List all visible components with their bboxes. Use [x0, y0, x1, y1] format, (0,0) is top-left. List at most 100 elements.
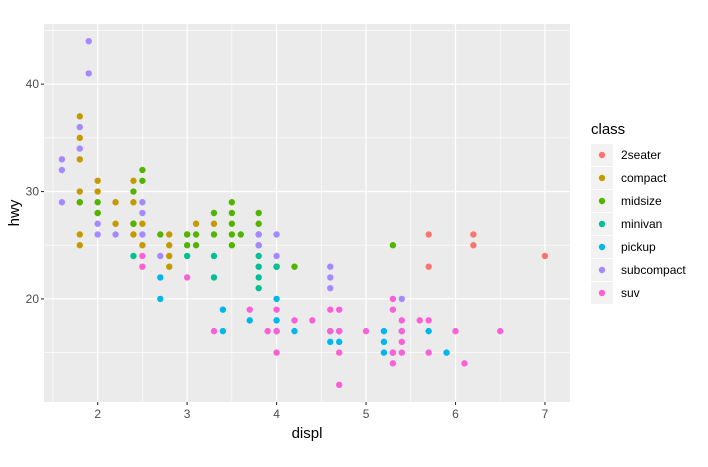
x-tick-label: 3	[184, 407, 191, 421]
data-point	[309, 317, 316, 324]
data-point	[443, 349, 450, 356]
legend-label: subcompact	[621, 263, 686, 277]
data-point	[210, 274, 218, 281]
data-point	[130, 177, 137, 184]
data-point	[237, 231, 245, 238]
legend-swatch-icon	[598, 266, 606, 274]
data-point	[76, 145, 83, 152]
data-point	[541, 252, 549, 260]
data-point	[157, 274, 164, 281]
data-point	[210, 252, 218, 260]
data-point	[130, 231, 137, 238]
data-point	[228, 209, 236, 217]
data-point	[246, 317, 253, 324]
data-point	[273, 231, 280, 238]
data-point	[139, 209, 146, 217]
data-point	[76, 156, 83, 163]
data-point	[264, 327, 271, 335]
data-point	[425, 263, 432, 270]
data-point	[210, 231, 218, 238]
data-point	[255, 274, 262, 281]
data-point	[398, 317, 406, 324]
y-tick-label: 20	[26, 292, 40, 306]
y-axis-title: hwy	[6, 199, 23, 226]
data-point	[192, 231, 200, 238]
data-point	[452, 327, 459, 335]
data-point	[255, 220, 262, 227]
data-point	[336, 338, 343, 346]
data-point	[255, 242, 262, 249]
data-point	[157, 231, 164, 238]
data-point	[219, 327, 227, 335]
series-minivan	[130, 252, 280, 292]
data-point	[166, 231, 173, 238]
data-point	[273, 327, 280, 335]
data-point	[255, 209, 262, 217]
legend-swatch-icon	[598, 174, 606, 182]
data-point	[327, 263, 334, 270]
data-point	[470, 231, 477, 238]
major-gridlines	[44, 24, 570, 402]
data-point	[255, 284, 262, 292]
data-point	[389, 242, 397, 249]
data-point	[291, 317, 298, 324]
data-point	[398, 338, 406, 346]
legend-item-2seater: 2seater	[591, 144, 661, 166]
x-tick-label: 4	[273, 407, 280, 421]
legend-item-compact: compact	[591, 167, 667, 189]
legend-swatch-icon	[598, 197, 606, 205]
legend-label: 2seater	[621, 148, 661, 162]
data-point	[166, 242, 173, 249]
data-point	[228, 220, 236, 227]
legend-label: compact	[621, 171, 667, 185]
data-point	[228, 199, 236, 206]
data-point	[327, 274, 334, 281]
data-point	[380, 327, 388, 335]
data-point	[380, 349, 388, 356]
data-point	[58, 166, 66, 174]
data-point	[112, 199, 119, 206]
legend-item-midsize: midsize	[591, 190, 662, 212]
data-point	[389, 360, 397, 367]
plot-panel	[44, 24, 570, 402]
x-tick-label: 6	[452, 407, 459, 421]
data-point	[94, 231, 101, 238]
data-point	[246, 306, 253, 313]
data-point	[228, 242, 236, 249]
data-point	[94, 177, 101, 184]
data-point	[497, 327, 504, 335]
y-tick-label: 30	[26, 185, 40, 199]
data-point	[139, 166, 146, 174]
data-point	[273, 295, 280, 303]
data-point	[85, 37, 92, 45]
data-point	[94, 220, 101, 227]
data-point	[58, 156, 66, 163]
data-point	[112, 220, 119, 227]
data-point	[291, 263, 298, 270]
data-point	[58, 199, 66, 206]
data-point	[130, 188, 137, 195]
data-point	[336, 306, 343, 313]
data-point	[461, 360, 468, 367]
data-point	[157, 295, 164, 303]
data-point	[327, 306, 334, 313]
data-point	[389, 295, 397, 303]
data-point	[192, 242, 200, 249]
data-point	[389, 306, 397, 313]
x-tick-label: 7	[542, 407, 549, 421]
data-point	[76, 199, 83, 206]
legend-label: minivan	[621, 217, 662, 231]
data-point	[166, 263, 173, 270]
data-point	[76, 242, 83, 249]
data-point	[130, 199, 137, 206]
data-point	[380, 338, 388, 346]
series-2seater	[425, 231, 549, 270]
legend-item-suv: suv	[591, 282, 640, 304]
data-point	[291, 327, 298, 335]
data-point	[139, 199, 146, 206]
data-point	[398, 349, 406, 356]
data-point	[166, 252, 173, 260]
data-point	[130, 220, 137, 227]
data-point	[112, 231, 119, 238]
